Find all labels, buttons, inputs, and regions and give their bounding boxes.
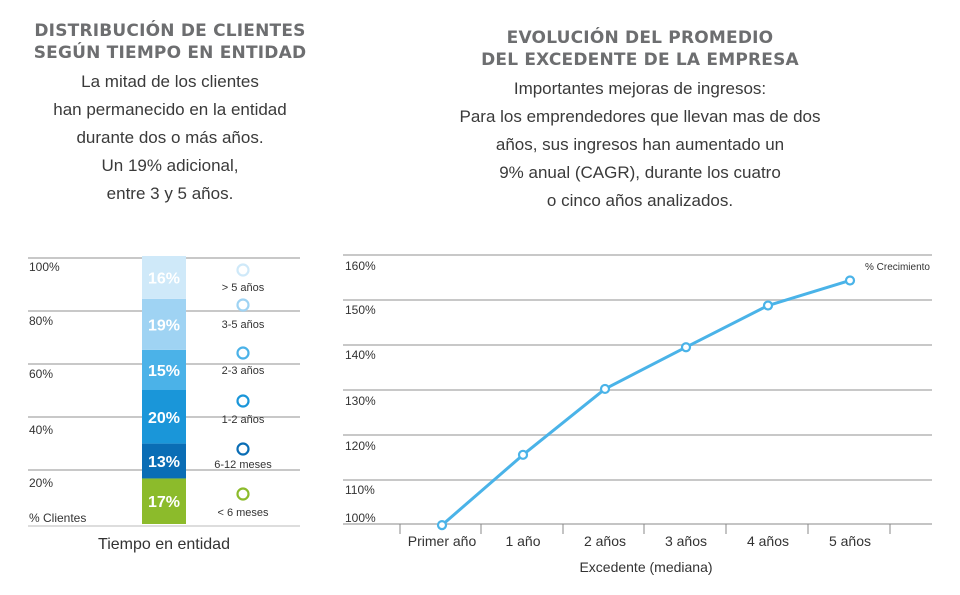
y-tick-label: 130%: [345, 394, 376, 408]
series-line: [441, 279, 851, 527]
desc-line: durante dos o más años.: [76, 128, 264, 147]
legend-label: > 5 años: [222, 282, 265, 294]
desc-line: 9% anual (CAGR), durante los cuatro: [499, 163, 781, 182]
legend-label: 3-5 años: [222, 319, 265, 331]
segment-value-label: 13%: [148, 454, 180, 471]
bar-segment: [142, 443, 186, 479]
desc-line: años, sus ingresos han aumentado un: [495, 135, 785, 154]
y-tick-label: 160%: [345, 259, 376, 273]
right-chart-title: EVOLUCIÓN DEL PROMEDIO DEL EXCEDENTE DE …: [440, 27, 840, 71]
desc-line: Para los emprendedores que llevan mas de…: [459, 107, 821, 126]
x-tick-label: 2 años: [584, 533, 626, 549]
x-tick-label: 1 año: [505, 533, 540, 549]
right-chart-description: Importantes mejoras de ingresos: Para lo…: [440, 75, 840, 215]
segment-value-label: 17%: [148, 494, 180, 511]
legend-label: 2-3 años: [222, 365, 265, 377]
x-axis-label: Excedente (mediana): [579, 559, 712, 575]
segment-value-label: 20%: [148, 410, 180, 427]
desc-line: Importantes mejoras de ingresos:: [513, 79, 767, 98]
bar-segment: [142, 349, 186, 390]
y-tick-label: 40%: [29, 423, 53, 437]
y-tick-label: 80%: [29, 314, 53, 328]
x-tick-label: 3 años: [665, 533, 707, 549]
x-axis-label: Tiempo en entidad: [98, 536, 230, 553]
x-tick-label: Primer año: [408, 533, 477, 549]
left-title-line1: DISTRIBUCIÓN DE CLIENTES: [34, 21, 306, 41]
data-point: [599, 383, 611, 395]
segment-value-label: 16%: [148, 270, 180, 287]
left-chart-description: La mitad de los clientes han permanecido…: [20, 68, 320, 208]
legend-marker-icon: [236, 442, 250, 456]
y-axis-label: % Crecimiento: [865, 262, 930, 273]
legend-marker-icon: [236, 298, 250, 312]
legend-label: < 6 meses: [217, 507, 269, 519]
y-tick-label: 100%: [345, 511, 376, 525]
left-title-line2: SEGÚN TIEMPO EN ENTIDAD: [33, 43, 307, 63]
legend-marker-icon: [236, 263, 250, 277]
data-point: [436, 519, 448, 531]
right-title-line1: EVOLUCIÓN DEL PROMEDIO: [506, 28, 774, 48]
y-axis-label: % Clientes: [29, 511, 86, 525]
bar-segment: [142, 298, 186, 350]
segment-value-label: 15%: [148, 363, 180, 380]
legend-label: 6-12 meses: [214, 459, 272, 471]
data-point: [844, 275, 856, 286]
x-tick-label: 5 años: [829, 533, 871, 549]
left-chart-title: DISTRIBUCIÓN DE CLIENTES SEGÚN TIEMPO EN…: [20, 20, 320, 64]
desc-line: Un 19% adicional,: [101, 156, 239, 175]
data-point: [762, 300, 774, 311]
legend-marker-icon: [236, 346, 250, 360]
desc-line: La mitad de los clientes: [81, 72, 259, 91]
x-tick-label: 4 años: [747, 533, 789, 549]
desc-line: han permanecido en la entidad: [53, 100, 287, 119]
y-tick-label: 110%: [345, 483, 375, 497]
segment-value-label: 19%: [148, 317, 180, 334]
right-title-line2: DEL EXCEDENTE DE LA EMPRESA: [481, 50, 799, 70]
desc-line: o cinco años analizados.: [546, 191, 734, 210]
y-tick-label: 120%: [345, 439, 376, 453]
legend-marker-icon: [236, 394, 250, 408]
bar-segment: [142, 478, 186, 524]
y-tick-label: 20%: [29, 476, 53, 490]
bar-segment: [142, 390, 186, 444]
data-point: [680, 342, 692, 353]
y-tick-label: 150%: [345, 303, 376, 317]
data-point: [517, 449, 529, 460]
y-tick-label: 60%: [29, 367, 53, 381]
legend-label: 1-2 años: [222, 414, 265, 426]
desc-line: entre 3 y 5 años.: [106, 184, 234, 203]
y-tick-label: 140%: [345, 348, 376, 362]
bar-segment: [142, 256, 186, 299]
legend-marker-icon: [236, 487, 250, 501]
y-tick-label: 100%: [29, 260, 60, 274]
